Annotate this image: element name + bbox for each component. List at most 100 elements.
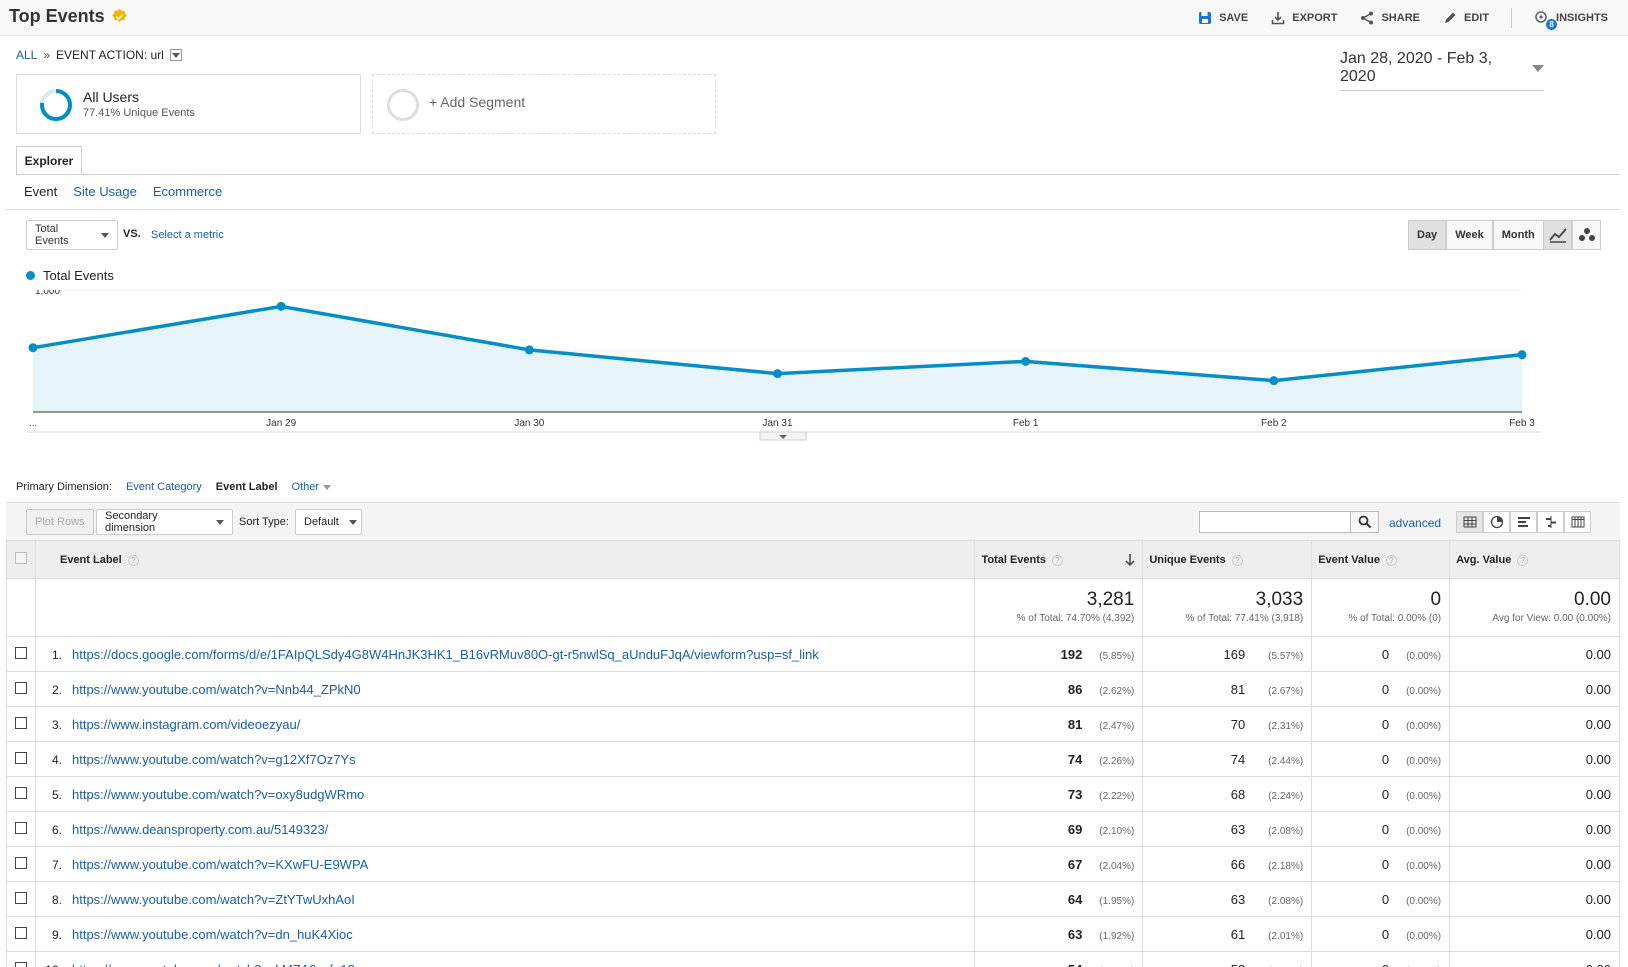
unique-events-percent: (2.08%) (1268, 825, 1304, 837)
share-button[interactable]: SHARE (1359, 10, 1420, 26)
line-chart-button[interactable] (1543, 220, 1572, 250)
row-checkbox-cell (6, 636, 36, 672)
subtab-site-usage[interactable]: Site Usage (73, 184, 137, 199)
row-checkbox[interactable] (14, 646, 27, 659)
data-point[interactable] (524, 345, 534, 355)
plot-rows-button[interactable]: Plot Rows (26, 509, 94, 535)
data-table-view-button[interactable] (1456, 511, 1483, 533)
date-range-picker[interactable]: Jan 28, 2020 - Feb 3, 2020 (1340, 50, 1544, 91)
edit-button[interactable]: EDIT (1442, 10, 1489, 26)
period-month-button[interactable]: Month (1492, 220, 1544, 250)
sort-type-dropdown[interactable]: Default (295, 509, 362, 535)
help-icon[interactable]: ? (127, 554, 139, 566)
bar-chart-icon (1517, 517, 1530, 527)
data-point[interactable] (773, 369, 782, 379)
comparison-view-button[interactable] (1537, 511, 1564, 533)
unique-events-cell: 70 (2.31%) (1142, 706, 1313, 742)
row-checkbox[interactable] (14, 821, 27, 834)
edit-label: EDIT (1463, 12, 1490, 24)
event-label-link[interactable]: https://www.instagram.com/videoezyau/ (71, 716, 301, 732)
unique-events-percent: (2.18%) (1268, 860, 1304, 872)
pie-view-button[interactable] (1483, 511, 1510, 533)
unique-events-cell: 169 (5.57%) (1142, 636, 1313, 672)
table-row: 3. https://www.instagram.com/videoezyau/8… (6, 706, 1620, 742)
data-point[interactable] (1021, 356, 1031, 366)
event-label-link[interactable]: https://www.youtube.com/watch?v=ZtYTwUxh… (71, 891, 355, 907)
row-checkbox[interactable] (14, 926, 27, 939)
period-day-button[interactable]: Day (1408, 220, 1447, 250)
event-label-cell: 2. https://www.youtube.com/watch?v=Nnb44_… (34, 671, 976, 707)
event-label-link[interactable]: https://www.youtube.com/watch?v=KXwFU-E9… (71, 856, 369, 872)
unique-events-percent: (2.31%) (1268, 720, 1304, 732)
event-label-cell: 8. https://www.youtube.com/watch?v=ZtYTwU… (34, 881, 976, 917)
event-label-link[interactable]: https://www.youtube.com/watch?v=dn_huK4X… (71, 926, 353, 942)
export-button[interactable]: EXPORT (1270, 10, 1337, 26)
chevron-down-icon (171, 52, 180, 58)
row-checkbox[interactable] (14, 856, 27, 869)
row-checkbox[interactable] (14, 786, 27, 799)
event-value-percent: (0.00%) (1406, 825, 1442, 837)
select-all-checkbox[interactable] (14, 552, 27, 564)
event-value-value: 0 (1381, 786, 1390, 802)
event-label-link[interactable]: https://www.youtube.com/watch?v=Nnb44_ZP… (71, 681, 361, 697)
help-icon[interactable]: ? (1231, 554, 1243, 566)
motion-chart-icon (1578, 228, 1595, 241)
search-button[interactable] (1350, 512, 1378, 532)
subtab-event[interactable]: Event (24, 184, 58, 199)
event-label-link[interactable]: https://www.deansproperty.com.au/5149323… (71, 821, 329, 837)
row-checkbox[interactable] (14, 716, 27, 729)
help-icon[interactable]: ? (1517, 554, 1529, 566)
row-checkbox[interactable] (14, 961, 27, 967)
row-checkbox[interactable] (14, 681, 27, 694)
add-segment-button[interactable]: + Add Segment (372, 74, 716, 134)
data-point[interactable] (1517, 350, 1527, 360)
column-header-avg-value[interactable]: Avg. Value? (1449, 540, 1620, 579)
event-label-link[interactable]: https://www.youtube.com/watch?v=oxy8udgW… (71, 786, 365, 802)
secondary-dimension-dropdown[interactable]: Secondary dimension (96, 509, 233, 535)
advanced-filter-link[interactable]: advanced (1389, 516, 1442, 530)
insights-button[interactable]: 8 INSIGHTS (1534, 10, 1608, 30)
event-label-link[interactable]: https://www.youtube.com/watch?v=kMZA9csf… (72, 962, 355, 967)
event-value-cell: 0 (0.00%) (1311, 811, 1451, 847)
period-week-button[interactable]: Week (1446, 220, 1493, 250)
dimension-other[interactable]: Other (292, 481, 332, 493)
select-metric-link[interactable]: Select a metric (151, 229, 224, 241)
total-events-cell: 74 (2.26%) (974, 741, 1144, 777)
subtab-ecommerce[interactable]: Ecommerce (152, 184, 223, 199)
column-header-event-value[interactable]: Event Value? (1311, 540, 1451, 579)
segment-all-users[interactable]: All Users 77.41% Unique Events (16, 74, 361, 134)
column-header-total-events[interactable]: Total Events? (974, 540, 1144, 579)
avg-value-value: 0.00 (1585, 856, 1611, 872)
data-point[interactable] (276, 301, 286, 311)
event-label-link[interactable]: https://www.youtube.com/watch?v=g12Xf7Oz… (71, 751, 356, 767)
pivot-view-button[interactable] (1564, 511, 1591, 533)
breadcrumb-dropdown[interactable] (169, 49, 182, 61)
dimension-event-label[interactable]: Event Label (215, 481, 278, 493)
save-button[interactable]: SAVE (1197, 10, 1248, 26)
data-point[interactable] (1269, 376, 1279, 386)
motion-chart-button[interactable] (1572, 220, 1601, 250)
performance-view-button[interactable] (1510, 511, 1537, 533)
table-row: 7. https://www.youtube.com/watch?v=KXwFU-… (6, 846, 1620, 882)
help-icon[interactable]: ? (1385, 554, 1397, 566)
totals-subtext: % of Total: 0.00% (0) (1348, 613, 1442, 624)
table-search-input[interactable] (1199, 511, 1379, 533)
row-checkbox[interactable] (14, 891, 27, 904)
row-checkbox-cell (6, 951, 36, 967)
breadcrumb-all-link[interactable]: ALL (16, 48, 38, 62)
column-header-unique-events[interactable]: Unique Events? (1142, 540, 1313, 579)
metric-dropdown[interactable]: Total Events (26, 220, 118, 250)
data-point[interactable] (28, 343, 38, 353)
dimension-event-category[interactable]: Event Category (125, 481, 202, 493)
x-tick-label: Jan 30 (514, 418, 544, 429)
help-icon[interactable]: ? (1052, 554, 1064, 566)
row-checkbox[interactable] (14, 751, 27, 764)
row-checkbox-cell (6, 776, 36, 812)
event-label-link[interactable]: https://docs.google.com/forms/d/e/1FAIpQ… (71, 646, 819, 662)
tab-explorer[interactable]: Explorer (16, 146, 82, 175)
verified-badge-icon (111, 8, 127, 23)
column-header-event-label[interactable]: Event Label? (34, 540, 976, 579)
unique-events-value: 53 (1231, 962, 1245, 967)
event-label-cell: 4. https://www.youtube.com/watch?v=g12Xf7… (34, 741, 976, 777)
page-title-text: Top Events (9, 6, 105, 26)
